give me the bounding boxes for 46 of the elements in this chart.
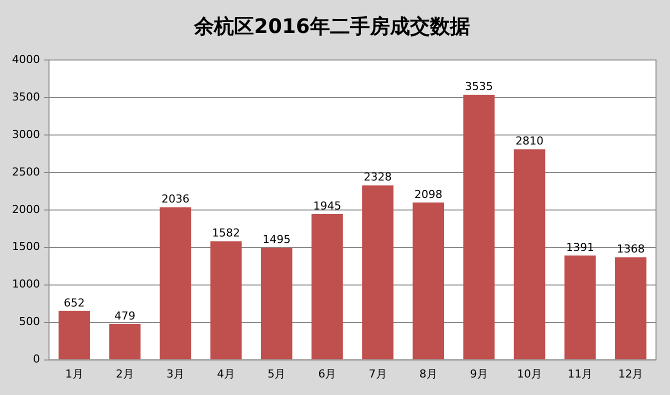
y-tick-label: 3500 bbox=[12, 90, 40, 104]
x-tick-label: 3月 bbox=[166, 367, 184, 380]
bar bbox=[463, 94, 495, 360]
x-tick-label: 8月 bbox=[419, 367, 438, 380]
data-label: 1582 bbox=[212, 226, 240, 240]
x-tick-label: 1月 bbox=[65, 367, 84, 380]
bar bbox=[412, 202, 444, 360]
bar bbox=[260, 248, 292, 360]
y-tick-label: 1500 bbox=[12, 240, 40, 254]
x-tick-label: 6月 bbox=[318, 367, 336, 380]
bar bbox=[312, 214, 343, 360]
data-label: 2098 bbox=[414, 188, 442, 201]
bar bbox=[615, 257, 646, 360]
bar bbox=[362, 185, 394, 360]
x-tick-label: 7月 bbox=[368, 367, 387, 380]
data-label: 2036 bbox=[161, 192, 190, 206]
y-tick-label: 500 bbox=[18, 315, 40, 328]
data-label: 1495 bbox=[262, 233, 291, 246]
data-label: 2810 bbox=[516, 134, 544, 148]
data-label: 3535 bbox=[464, 80, 493, 94]
x-tick-label: 10月 bbox=[517, 367, 542, 380]
data-label: 2328 bbox=[364, 170, 392, 184]
y-tick-label: 2000 bbox=[12, 202, 40, 216]
bar bbox=[210, 241, 242, 360]
bar bbox=[160, 207, 192, 360]
bar bbox=[109, 324, 141, 360]
data-label: 1391 bbox=[566, 240, 594, 254]
bar bbox=[514, 149, 546, 360]
bar bbox=[564, 256, 596, 360]
data-label: 652 bbox=[64, 296, 85, 310]
y-tick-label: 3000 bbox=[12, 128, 40, 141]
data-label: 479 bbox=[114, 309, 136, 322]
x-tick-label: 11月 bbox=[568, 367, 593, 380]
chart-title: 余杭区2016年二手房成交数据 bbox=[193, 14, 470, 38]
x-tick-label: 5月 bbox=[268, 367, 286, 380]
x-tick-label: 2月 bbox=[116, 367, 134, 380]
x-tick-label: 4月 bbox=[217, 367, 236, 380]
x-tick-label: 12月 bbox=[618, 367, 644, 380]
y-tick-label: 2500 bbox=[12, 165, 40, 178]
x-tick-label: 9月 bbox=[470, 367, 488, 380]
y-tick-label: 1000 bbox=[12, 278, 40, 291]
y-tick-label: 0 bbox=[32, 352, 40, 366]
data-label: 1368 bbox=[616, 242, 645, 256]
bar bbox=[58, 310, 90, 360]
data-label: 1945 bbox=[313, 199, 342, 212]
y-tick-label: 4000 bbox=[12, 52, 40, 66]
